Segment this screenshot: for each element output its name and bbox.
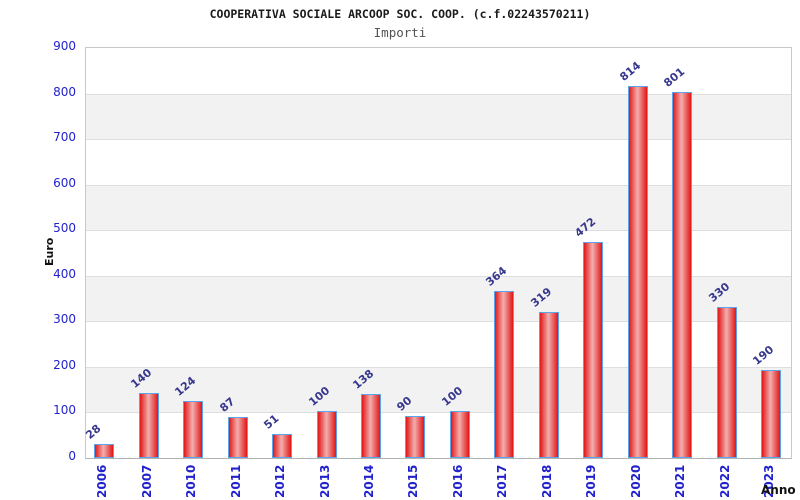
x-tick-label: 2016: [450, 464, 465, 498]
gridline: [86, 93, 791, 95]
bar-2013: [316, 411, 337, 458]
x-axis-title: Anno: [761, 483, 796, 497]
y-tick-label: 900: [53, 39, 76, 53]
x-tick-label: 2014: [362, 464, 376, 498]
y-tick-label: 300: [53, 312, 76, 327]
x-tick-label: 2012: [273, 464, 288, 498]
bar-2006: [94, 444, 115, 458]
bar-2017: [494, 291, 515, 458]
gridline: [86, 366, 791, 368]
y-tick-label: 500: [53, 221, 76, 236]
x-tick-label: 2019: [584, 464, 599, 498]
x-tick-label: 2022: [717, 464, 732, 498]
gridline: [86, 139, 791, 141]
bar-2019: [583, 241, 604, 458]
bar-2010: [183, 400, 204, 458]
plot-area: 28 140 124 87 51 100 138 90 100 364 319 472 814 801 33…: [84, 47, 792, 459]
y-tick-label: 100: [53, 403, 76, 418]
chart-subtitle: Importi: [373, 25, 427, 40]
gridline: [86, 321, 791, 323]
plot-band: [86, 48, 791, 94]
x-tick-label: 2017: [495, 464, 510, 498]
bar-2011: [227, 417, 248, 458]
x-tick-label: 2007: [139, 464, 154, 498]
gridline: [86, 275, 791, 277]
y-tick-label: 700: [53, 130, 76, 145]
bar-2014: [361, 394, 381, 458]
bar-2007: [138, 393, 159, 458]
y-tick-label: 400: [53, 266, 76, 281]
y-tick-label: 0: [68, 449, 76, 463]
bar-2023: [761, 370, 782, 458]
gridline: [86, 184, 791, 186]
y-tick-label: 200: [53, 357, 76, 372]
x-tick-label: 2013: [317, 464, 332, 498]
bar-2021: [672, 92, 693, 458]
x-tick-label: 2021: [673, 464, 688, 498]
gridline: [86, 412, 791, 414]
x-tick-label: 2010: [184, 464, 199, 498]
y-tick-label: 600: [53, 175, 76, 190]
x-tick-label: 2006: [95, 464, 110, 498]
bar-2016: [449, 411, 470, 458]
bar-2015: [405, 416, 426, 458]
x-tick-label: 2011: [228, 464, 243, 498]
bar-2020: [627, 86, 648, 458]
gridline: [86, 230, 791, 232]
bar-2012: [272, 433, 293, 458]
chart-title: COOPERATIVA SOCIALE ARCOOP SOC. COOP. (c…: [209, 7, 591, 21]
bar-2022: [716, 306, 737, 458]
bar-2018: [538, 311, 559, 458]
x-tick-label: 2018: [539, 464, 554, 498]
x-tick-label: 2015: [406, 464, 421, 498]
y-tick-label: 800: [53, 84, 76, 99]
y-axis-title: Euro: [43, 237, 56, 266]
x-tick-label: 2020: [628, 464, 643, 498]
